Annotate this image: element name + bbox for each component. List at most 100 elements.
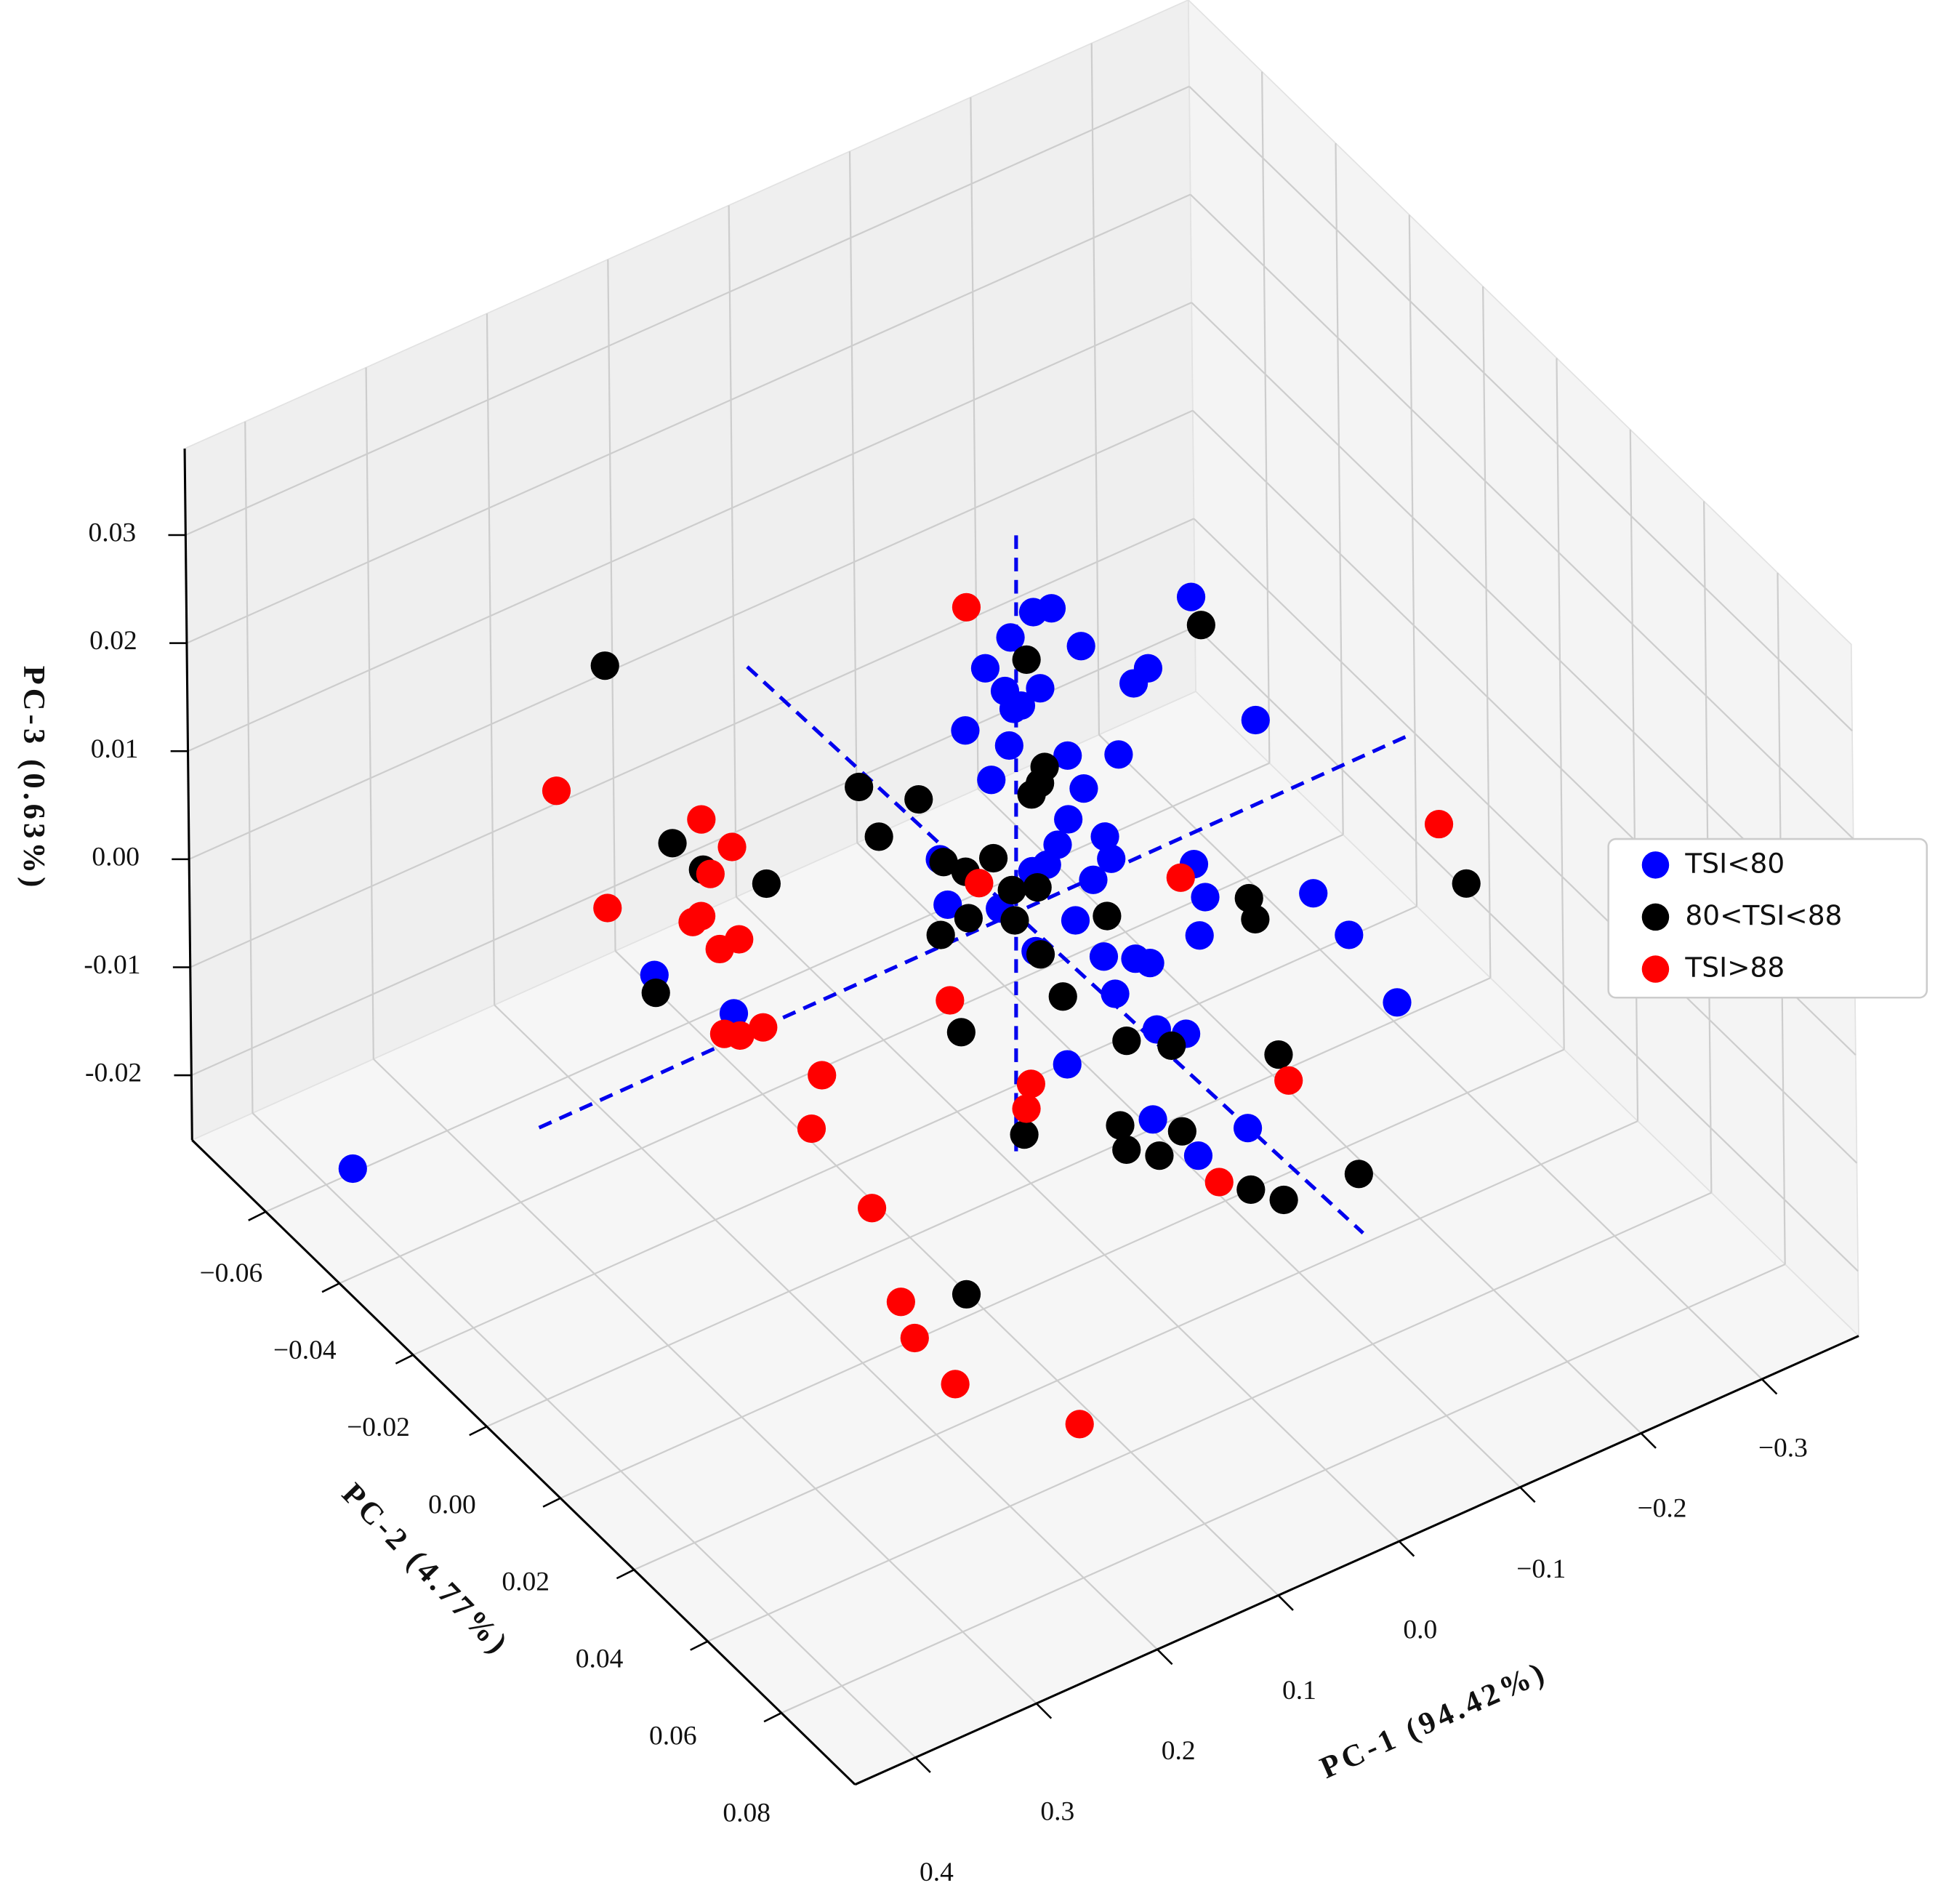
point bbox=[678, 907, 707, 936]
point bbox=[1061, 906, 1090, 935]
point bbox=[1204, 1168, 1234, 1197]
point bbox=[977, 766, 1006, 795]
point bbox=[970, 654, 1000, 683]
points bbox=[338, 582, 1481, 1439]
grid-line bbox=[365, 367, 374, 1059]
point bbox=[941, 1370, 970, 1399]
grid-line bbox=[1189, 193, 1854, 840]
x-tick bbox=[1035, 1703, 1053, 1719]
grid-line bbox=[1408, 214, 1418, 907]
z-tick-label: 0.03 bbox=[89, 518, 137, 548]
point bbox=[933, 890, 962, 920]
y-tick-label: −0.02 bbox=[347, 1413, 410, 1442]
dashed-line bbox=[746, 665, 1364, 1234]
grid-line bbox=[188, 302, 1192, 752]
y-tick-label: 0.06 bbox=[649, 1721, 697, 1751]
point bbox=[1166, 863, 1195, 892]
point bbox=[965, 869, 994, 898]
point bbox=[946, 1018, 975, 1047]
grid-line bbox=[186, 193, 1191, 644]
legend-marker bbox=[1641, 955, 1670, 983]
x-axis-title: PC-1 (94.42%) bbox=[1315, 1655, 1552, 1785]
y-tick-label: 0.00 bbox=[428, 1490, 476, 1519]
point bbox=[797, 1114, 826, 1144]
grid-line bbox=[1188, 86, 1853, 732]
point bbox=[1157, 1031, 1186, 1060]
point bbox=[1383, 988, 1412, 1017]
y-tick bbox=[395, 1354, 414, 1365]
point bbox=[1269, 1185, 1298, 1215]
z-tick-label: 0.00 bbox=[92, 842, 140, 872]
point bbox=[1018, 598, 1048, 627]
x-tick-label: −0.2 bbox=[1638, 1494, 1687, 1524]
point bbox=[1048, 982, 1077, 1011]
grid-line bbox=[1098, 734, 1763, 1380]
point bbox=[926, 920, 955, 949]
point bbox=[641, 979, 670, 1008]
legend-marker bbox=[1641, 851, 1670, 879]
y-tick bbox=[248, 1210, 267, 1221]
z-tick-label: 0.01 bbox=[91, 734, 139, 764]
point bbox=[1183, 1141, 1213, 1170]
point bbox=[1023, 873, 1052, 902]
legend-label: TSI>88 bbox=[1684, 952, 1785, 984]
grid-line bbox=[736, 896, 1400, 1542]
grid-line bbox=[1335, 142, 1344, 835]
z-tick-label: -0.02 bbox=[85, 1059, 142, 1088]
point bbox=[752, 869, 781, 899]
x-axis-line bbox=[854, 1335, 1859, 1786]
grid-line bbox=[707, 1192, 1712, 1642]
point bbox=[994, 731, 1023, 760]
point bbox=[1089, 942, 1119, 971]
point bbox=[1010, 1120, 1039, 1149]
point bbox=[1066, 632, 1095, 661]
y-axis-line bbox=[191, 1139, 856, 1785]
point bbox=[1167, 1117, 1196, 1146]
point bbox=[1012, 645, 1041, 674]
point bbox=[1053, 741, 1082, 770]
point bbox=[1233, 1114, 1263, 1143]
point bbox=[1069, 774, 1098, 803]
grid-line bbox=[486, 313, 496, 1005]
point bbox=[1065, 1410, 1094, 1439]
y-tick-label: 0.04 bbox=[576, 1644, 624, 1674]
point bbox=[999, 694, 1029, 723]
x-tick-label: −0.3 bbox=[1758, 1433, 1808, 1463]
point bbox=[929, 848, 958, 877]
point bbox=[997, 875, 1026, 904]
point bbox=[1191, 883, 1220, 912]
x-tick bbox=[914, 1756, 931, 1773]
grid-line bbox=[185, 85, 1190, 536]
point bbox=[1016, 1069, 1045, 1098]
point bbox=[1185, 921, 1214, 950]
grid-line bbox=[1194, 626, 1859, 1272]
grid-line bbox=[728, 205, 737, 897]
grid-line bbox=[252, 1112, 917, 1759]
point bbox=[1299, 879, 1328, 908]
grid-line bbox=[188, 409, 1194, 860]
x-tick-label: 0.1 bbox=[1282, 1676, 1316, 1706]
point bbox=[1424, 809, 1454, 839]
legend-label: 80<TSI<88 bbox=[1685, 899, 1842, 931]
point bbox=[749, 1013, 778, 1042]
point bbox=[904, 784, 933, 814]
x-tick bbox=[1640, 1432, 1657, 1449]
grid-line bbox=[848, 151, 858, 843]
grid-line bbox=[486, 977, 1491, 1428]
legend-label: TSI<80 bbox=[1684, 847, 1785, 879]
grid-line bbox=[607, 259, 616, 952]
point bbox=[1264, 1040, 1293, 1069]
point bbox=[1452, 869, 1481, 898]
point bbox=[900, 1323, 929, 1353]
point bbox=[1274, 1066, 1303, 1095]
y-tick-label: 0.08 bbox=[723, 1799, 771, 1828]
point bbox=[593, 893, 622, 923]
point bbox=[1026, 940, 1055, 969]
point bbox=[696, 859, 725, 888]
point bbox=[1093, 901, 1122, 931]
point bbox=[952, 1280, 981, 1309]
y-tick bbox=[763, 1712, 782, 1723]
point bbox=[1112, 1027, 1141, 1056]
z-axis-line bbox=[183, 449, 193, 1141]
y-axis-title: PC-2 (4.77%) bbox=[335, 1477, 516, 1663]
